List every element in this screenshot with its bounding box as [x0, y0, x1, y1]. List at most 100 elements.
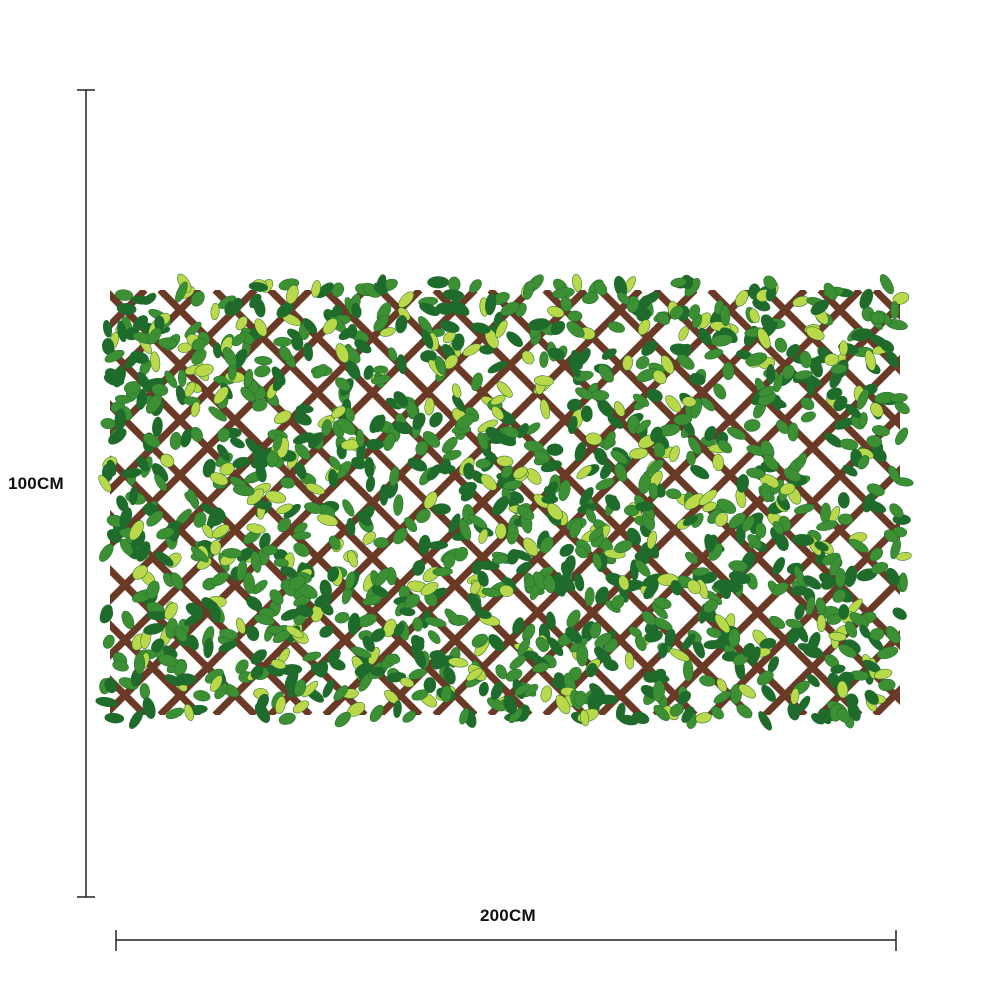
leaf — [277, 517, 291, 533]
leaf — [883, 529, 899, 543]
leaf — [123, 381, 141, 394]
leaf — [885, 567, 900, 586]
leaf — [643, 291, 660, 305]
leaf — [329, 658, 346, 671]
leaf — [634, 635, 647, 651]
leaf — [706, 627, 722, 638]
leaf — [618, 714, 639, 726]
leaf — [187, 488, 199, 510]
leaf — [624, 652, 635, 670]
leaf — [485, 426, 504, 443]
leaf — [664, 628, 676, 647]
leaf — [100, 604, 113, 621]
lattice-slat — [0, 290, 90, 715]
leaf — [567, 398, 582, 412]
leaf — [550, 320, 566, 335]
leaf — [443, 666, 456, 685]
leaf — [548, 637, 564, 657]
leaf — [800, 397, 815, 411]
leaf — [688, 304, 701, 320]
leaf — [280, 477, 295, 489]
leaf — [301, 680, 319, 698]
leaf — [448, 513, 461, 534]
leaf — [611, 594, 625, 610]
leaf — [531, 662, 550, 673]
leaf — [248, 282, 269, 292]
leaf — [285, 625, 304, 639]
leaf — [400, 677, 415, 688]
leaf — [670, 580, 682, 596]
leaf — [322, 318, 338, 335]
leaf — [776, 419, 789, 434]
leaf — [354, 662, 373, 676]
leaf — [142, 697, 156, 719]
leaf — [533, 375, 555, 387]
leaf — [837, 492, 850, 509]
leaf — [819, 708, 832, 725]
leaf — [830, 664, 846, 674]
leaf — [193, 690, 211, 702]
leaf — [243, 572, 256, 594]
leaf — [399, 607, 416, 617]
leaf — [738, 684, 756, 699]
leaf — [595, 586, 609, 605]
leaf — [291, 334, 304, 351]
leaf — [471, 560, 483, 575]
leaf — [829, 556, 842, 576]
leaf — [517, 637, 531, 657]
leaf — [268, 625, 284, 635]
leaf — [424, 616, 447, 628]
leaf — [320, 602, 334, 616]
leaf — [717, 439, 733, 454]
leaf — [222, 346, 237, 367]
leaf — [121, 467, 142, 479]
leaf — [296, 604, 314, 617]
leaf — [836, 680, 849, 699]
leaf — [771, 582, 789, 596]
leaf — [516, 561, 532, 574]
leaf — [490, 681, 504, 700]
leaf — [212, 524, 230, 539]
leaf — [429, 412, 443, 428]
leaf — [335, 377, 351, 392]
leaf — [629, 447, 649, 460]
leaf — [698, 489, 718, 506]
leaf — [276, 503, 293, 515]
leaf — [432, 567, 453, 577]
leaf — [319, 625, 334, 638]
leaf — [217, 427, 230, 443]
leaf — [470, 372, 483, 391]
leaf — [851, 328, 873, 341]
leaf — [334, 612, 350, 624]
leaf — [887, 465, 901, 483]
leaf — [728, 628, 741, 648]
leaf — [104, 368, 120, 381]
leaf — [444, 608, 462, 627]
leaf — [835, 568, 846, 588]
leaf — [848, 538, 869, 553]
leaf — [427, 276, 450, 289]
leaf — [677, 354, 695, 370]
leaf — [772, 521, 784, 535]
leaf — [720, 305, 731, 326]
leaf — [805, 596, 816, 616]
leaf — [810, 299, 829, 315]
leaf — [866, 435, 883, 448]
leaf — [442, 289, 465, 301]
leaf — [137, 371, 152, 392]
leaf — [870, 402, 884, 418]
leaf — [685, 551, 699, 565]
lattice-slat — [707, 290, 900, 485]
leaf — [823, 282, 838, 301]
leaf — [362, 594, 382, 606]
leaf — [859, 288, 874, 310]
leaf — [276, 302, 294, 318]
leaf — [278, 346, 292, 362]
leaf — [521, 350, 535, 365]
leaf — [898, 572, 908, 592]
leaf — [322, 679, 335, 698]
leaf — [454, 546, 468, 562]
leaf — [420, 581, 439, 596]
leaf — [703, 599, 719, 613]
leaf — [838, 644, 857, 658]
